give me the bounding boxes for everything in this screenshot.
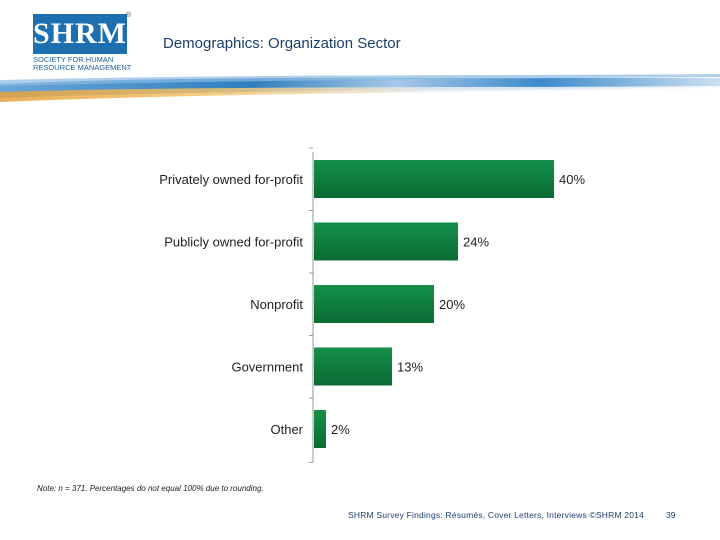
registered-mark: ® [126,12,132,19]
header-banner [0,74,720,102]
value-label: 20% [439,297,465,312]
logo-subtitle: Society for Human Resource Management [33,55,132,72]
footer-text: SHRM Survey Findings: Résumés, Cover Let… [348,510,645,520]
category-label: Government [231,360,303,375]
page-number: 39 [666,510,676,520]
value-label: 40% [559,172,585,187]
category-label: Publicly owned for-profit [164,235,303,250]
category-label: Other [270,422,303,437]
bar-publicly-owned-for-profit [314,222,458,261]
category-label: Privately owned for-profit [159,172,303,187]
bar-nonprofit [314,285,434,323]
value-label: 24% [463,235,489,250]
category-label: Nonprofit [250,297,303,312]
value-label: 13% [397,360,423,375]
bar-chart: Privately owned for-profit 40% Publicly ow… [159,147,585,463]
shrm-logo: SHRM [33,14,127,54]
bar-government [314,347,392,386]
logo-text: SHRM [33,17,127,50]
slide-title: Demographics: Organization Sector [163,35,401,52]
bar-other [314,410,326,448]
chart-note: Note: n = 371. Percentages do not equal … [37,484,264,493]
bar-privately-owned-for-profit [314,160,554,198]
value-label: 2% [331,422,350,437]
